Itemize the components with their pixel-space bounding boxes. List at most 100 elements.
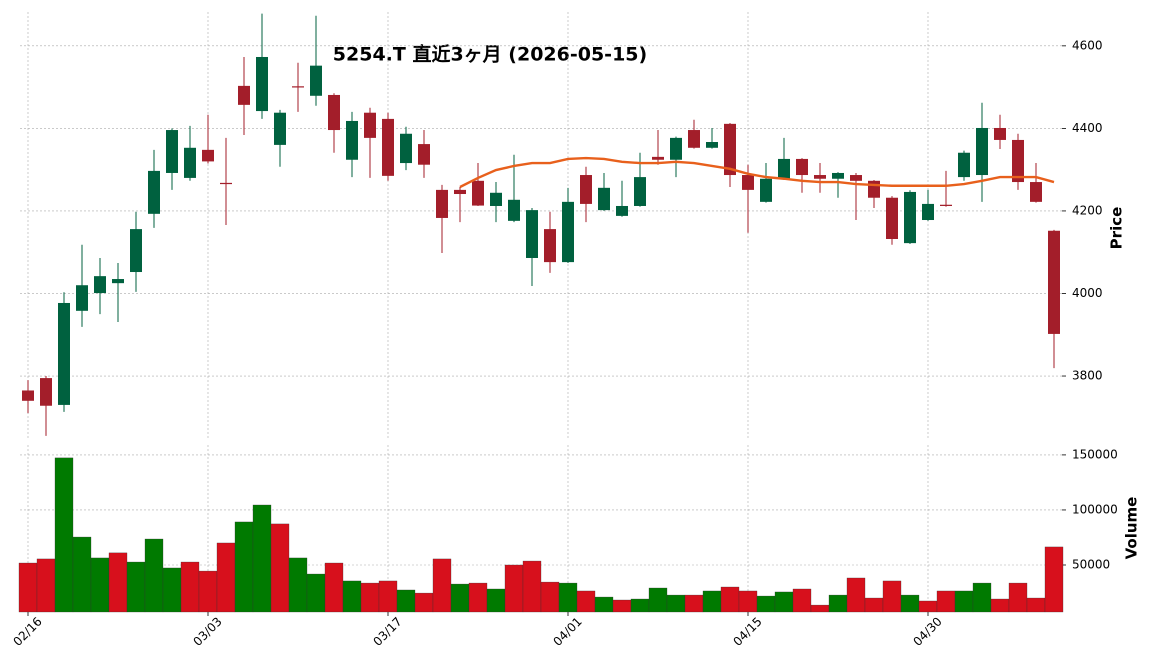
- volume-bar: [18, 562, 38, 613]
- volume-bar: [324, 562, 344, 613]
- candle-body: [634, 177, 646, 206]
- volume-bar: [270, 523, 290, 613]
- volume-bar: [900, 594, 920, 613]
- candle-body: [454, 189, 466, 195]
- candle-body: [202, 149, 214, 162]
- volume-bar: [198, 570, 218, 613]
- volume-bar: [342, 580, 362, 613]
- candle-body: [94, 276, 106, 294]
- volume-bar: [864, 597, 884, 613]
- volume-bar: [144, 538, 164, 613]
- candle-body: [166, 130, 178, 173]
- candle-body: [418, 144, 430, 165]
- volume-bar: [846, 577, 866, 613]
- candle-body: [310, 65, 322, 96]
- candle-body: [490, 192, 502, 206]
- volume-bar: [72, 536, 92, 613]
- candle-body: [22, 390, 34, 401]
- volume-bar: [90, 557, 110, 613]
- candle-body: [238, 85, 250, 105]
- volume-bar: [720, 586, 740, 613]
- volume-bar: [684, 594, 704, 613]
- volume-bar: [216, 542, 236, 613]
- volume-bar: [180, 561, 200, 613]
- volume-tick-label: 150000: [1072, 447, 1118, 461]
- volume-bar: [738, 590, 758, 613]
- candle-body: [976, 127, 988, 176]
- volume-tick-label: 100000: [1072, 502, 1118, 516]
- candle-body: [598, 187, 610, 211]
- volume-bar: [540, 581, 560, 613]
- candle-body: [364, 112, 376, 138]
- y-tick-label: 4000: [1072, 286, 1103, 300]
- volume-bar: [558, 582, 578, 613]
- volume-bar: [630, 598, 650, 613]
- volume-bar: [990, 598, 1010, 613]
- volume-bar: [108, 552, 128, 613]
- volume-bar: [414, 592, 434, 613]
- volume-bar: [504, 564, 524, 613]
- candle-body: [886, 197, 898, 240]
- candle-body: [526, 210, 538, 258]
- candle-body: [436, 189, 448, 218]
- candle-body: [904, 191, 916, 244]
- volume-bar: [954, 590, 974, 613]
- volume-bar: [936, 590, 956, 613]
- candle-body: [760, 178, 772, 202]
- candle-body: [508, 199, 520, 221]
- volume-bar: [126, 561, 146, 613]
- volume-bar: [774, 591, 794, 613]
- candle-body: [274, 112, 286, 145]
- candle-body: [256, 56, 268, 112]
- candle-body: [184, 147, 196, 178]
- candle-body: [940, 204, 952, 206]
- candle-body: [778, 158, 790, 179]
- volume-bar: [576, 590, 596, 613]
- volume-bar: [234, 521, 254, 613]
- candle-body: [220, 182, 232, 185]
- candle-body: [58, 302, 70, 405]
- volume-bar: [450, 583, 470, 613]
- candle-body: [670, 137, 682, 160]
- volume-bar: [594, 596, 614, 613]
- candle-body: [346, 120, 358, 160]
- candle-body: [112, 279, 124, 284]
- volume-bar: [1044, 546, 1064, 613]
- volume-tick-label: 50000: [1072, 557, 1110, 571]
- candle-body: [1012, 139, 1024, 183]
- candle-body: [562, 201, 574, 263]
- candle-body: [724, 123, 736, 176]
- volume-bar: [756, 595, 776, 613]
- candle-body: [616, 205, 628, 216]
- moving-average-line: [459, 156, 1055, 189]
- candle-body: [868, 180, 880, 198]
- candle-body: [796, 158, 808, 176]
- volume-axis-label: Volume: [1123, 497, 1141, 560]
- candle-body: [994, 127, 1006, 140]
- candle-body: [814, 175, 826, 179]
- y-tick-label: 4600: [1072, 38, 1103, 52]
- volume-bar: [1026, 597, 1046, 613]
- x-tick-label: 04/01: [550, 614, 584, 648]
- candle-body: [742, 175, 754, 190]
- candle-body: [40, 378, 52, 406]
- candle-body: [832, 172, 844, 179]
- candle-body: [1030, 182, 1042, 202]
- candle-body: [688, 130, 700, 148]
- volume-bar: [882, 580, 902, 613]
- volume-bar: [252, 504, 272, 613]
- volume-bar: [468, 582, 488, 613]
- candle-body: [148, 170, 160, 214]
- volume-bar: [288, 557, 308, 613]
- y-tick-label: 4200: [1072, 203, 1103, 217]
- candle-body: [382, 118, 394, 176]
- y-tick-label: 4400: [1072, 121, 1103, 135]
- volume-bar: [306, 573, 326, 613]
- volume-bar: [810, 604, 830, 613]
- volume-bar: [360, 582, 380, 613]
- volume-bar: [378, 580, 398, 613]
- candle-body: [292, 86, 304, 88]
- volume-bar: [828, 594, 848, 613]
